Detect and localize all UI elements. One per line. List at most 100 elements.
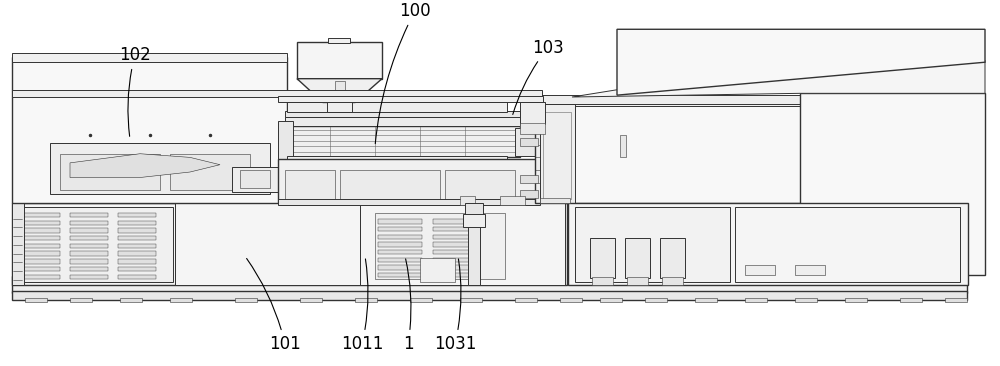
Bar: [175, 203, 360, 285]
Bar: [445, 170, 515, 199]
Bar: [22, 228, 60, 233]
Bar: [520, 175, 538, 183]
Bar: [297, 42, 382, 79]
Bar: [540, 95, 802, 104]
Bar: [433, 219, 477, 224]
Bar: [468, 205, 480, 285]
Bar: [240, 170, 270, 188]
Bar: [543, 112, 571, 199]
Bar: [70, 213, 108, 217]
Bar: [60, 154, 160, 190]
Bar: [378, 250, 422, 254]
Bar: [70, 274, 108, 279]
Bar: [278, 159, 540, 203]
Bar: [433, 242, 477, 247]
Circle shape: [390, 229, 480, 262]
Bar: [465, 203, 483, 216]
Bar: [500, 196, 525, 205]
Bar: [845, 298, 867, 302]
Bar: [118, 244, 156, 248]
Bar: [118, 221, 156, 225]
Bar: [12, 53, 287, 62]
Bar: [12, 276, 967, 293]
Bar: [520, 115, 538, 123]
Bar: [795, 298, 817, 302]
Bar: [118, 259, 156, 264]
Bar: [70, 221, 108, 225]
Bar: [410, 298, 432, 302]
Bar: [70, 298, 92, 302]
Circle shape: [213, 225, 323, 265]
Bar: [22, 213, 60, 217]
Bar: [118, 251, 156, 256]
Bar: [232, 167, 282, 192]
Bar: [285, 126, 520, 157]
Bar: [170, 298, 192, 302]
Bar: [340, 170, 440, 199]
Bar: [50, 143, 270, 194]
Text: 1031: 1031: [434, 259, 476, 353]
Bar: [18, 207, 173, 282]
Bar: [575, 207, 730, 282]
Bar: [375, 213, 505, 279]
Bar: [378, 273, 422, 277]
Bar: [660, 238, 685, 278]
Bar: [170, 154, 250, 190]
Bar: [900, 298, 922, 302]
Bar: [287, 102, 507, 112]
Bar: [118, 228, 156, 233]
Bar: [378, 265, 422, 270]
Bar: [300, 298, 322, 302]
Bar: [620, 135, 626, 157]
Bar: [800, 93, 985, 274]
Bar: [12, 90, 542, 97]
Bar: [12, 291, 967, 300]
Text: 103: 103: [513, 38, 564, 115]
Bar: [328, 38, 350, 43]
Bar: [433, 250, 477, 254]
Text: 1: 1: [403, 259, 413, 353]
Bar: [540, 104, 575, 203]
Bar: [433, 265, 477, 270]
Text: 100: 100: [375, 2, 431, 143]
Bar: [745, 265, 775, 274]
Bar: [22, 259, 60, 264]
Bar: [335, 81, 345, 97]
Bar: [22, 274, 60, 279]
Bar: [378, 219, 422, 224]
Bar: [662, 277, 683, 285]
Bar: [625, 238, 650, 278]
Bar: [568, 203, 968, 285]
Bar: [278, 121, 293, 163]
Bar: [463, 214, 485, 227]
Text: 102: 102: [119, 46, 151, 136]
Bar: [22, 244, 60, 248]
Bar: [118, 213, 156, 217]
Bar: [695, 298, 717, 302]
Polygon shape: [70, 154, 220, 178]
Bar: [118, 236, 156, 240]
Bar: [360, 203, 565, 285]
Bar: [433, 258, 477, 262]
Bar: [945, 298, 967, 302]
Bar: [560, 298, 582, 302]
Bar: [515, 298, 537, 302]
Text: 1011: 1011: [341, 259, 383, 353]
Bar: [278, 163, 291, 203]
Bar: [433, 235, 477, 239]
Bar: [355, 298, 377, 302]
Polygon shape: [572, 60, 985, 97]
Bar: [572, 104, 802, 203]
Bar: [12, 57, 287, 203]
Bar: [378, 258, 422, 262]
Bar: [285, 117, 520, 126]
Bar: [600, 298, 622, 302]
Bar: [70, 236, 108, 240]
Bar: [278, 96, 543, 102]
Bar: [278, 199, 540, 205]
Bar: [12, 203, 24, 285]
Bar: [520, 190, 538, 198]
Bar: [378, 235, 422, 239]
Bar: [22, 267, 60, 271]
Bar: [118, 274, 156, 279]
